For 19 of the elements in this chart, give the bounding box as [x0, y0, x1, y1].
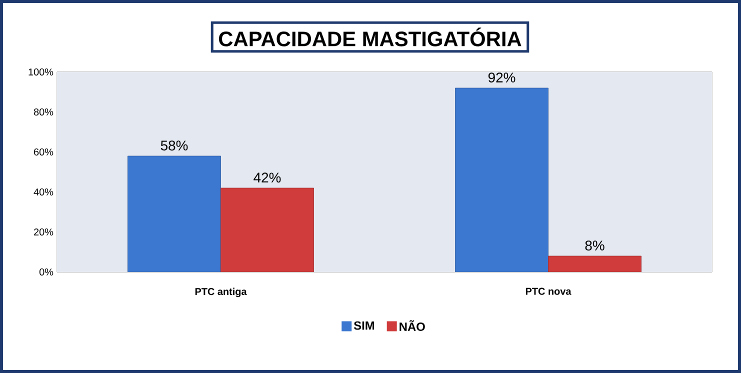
x-tick-label: PTC nova: [526, 288, 572, 295]
legend-label: NÃO: [400, 320, 425, 331]
y-tick-label: 20%: [34, 228, 54, 236]
y-tick-label: 80%: [34, 108, 54, 116]
y-tick-label: 60%: [34, 148, 54, 156]
data-label: 42%: [254, 172, 281, 182]
data-label: 8%: [585, 240, 604, 250]
legend-label: SIM: [354, 321, 374, 330]
y-tick-label: 100%: [28, 68, 54, 76]
bar: [455, 88, 548, 272]
chart-title: CAPACIDADE MASTIGATÓRIA: [218, 28, 522, 46]
bar: [128, 156, 221, 272]
data-label: 92%: [488, 72, 516, 82]
bar: [548, 256, 642, 272]
x-tick-label: PTC antiga: [195, 288, 247, 298]
data-label: 58%: [160, 140, 188, 150]
y-tick-label: 40%: [34, 188, 54, 196]
bar: [220, 188, 314, 272]
y-tick-label: 0%: [39, 268, 54, 276]
